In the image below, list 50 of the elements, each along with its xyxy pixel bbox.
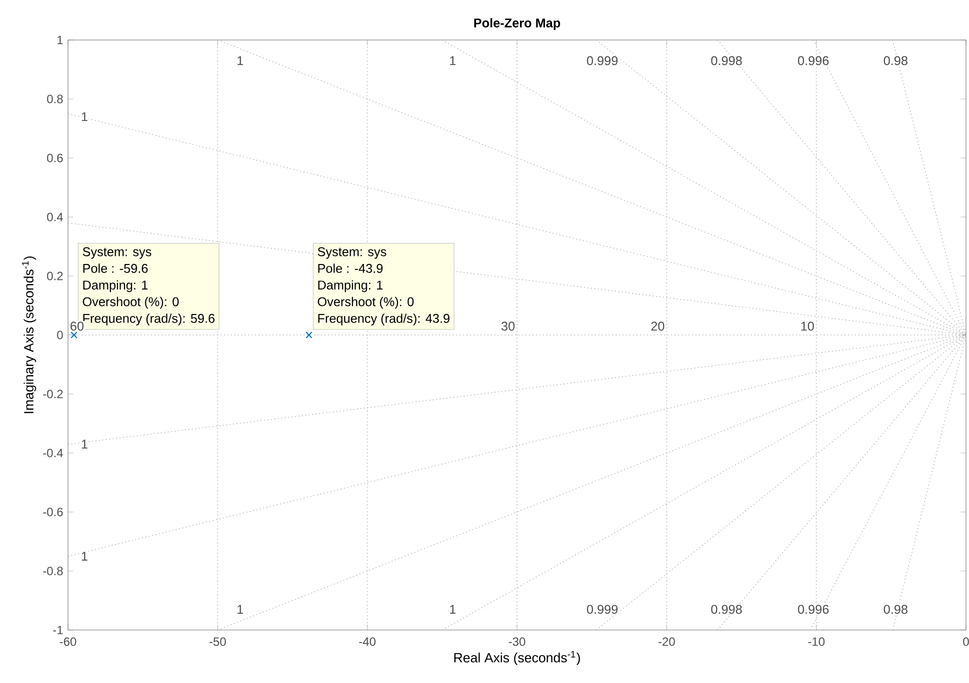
y-tick-label: 0.8 bbox=[47, 94, 63, 104]
annotation: 0.998 bbox=[711, 604, 742, 614]
annotation: System: sys bbox=[82, 247, 152, 259]
annotation: System: sys bbox=[318, 247, 386, 259]
annotation: 0.999 bbox=[586, 56, 618, 66]
x-tick-label: -40 bbox=[359, 637, 376, 646]
annotation: 60 bbox=[70, 322, 84, 331]
annotation: 1 bbox=[238, 56, 244, 66]
y-tick-label: 0.4 bbox=[47, 212, 63, 222]
x-tick-label: -50 bbox=[210, 637, 226, 646]
annotation: Overshoot (%): 0 bbox=[318, 296, 414, 309]
annotation: 0.996 bbox=[798, 56, 829, 66]
annotation: Frequency (rad/s): 43.9 bbox=[318, 314, 450, 326]
annotation: 0.999 bbox=[586, 604, 618, 614]
y-tick-label: -0.4 bbox=[43, 448, 63, 458]
y-tick-label: 1 bbox=[58, 36, 63, 44]
x-tick-label: -20 bbox=[658, 637, 675, 646]
annotation: Damping: 1 bbox=[318, 280, 383, 292]
annotation: 30 bbox=[501, 322, 515, 331]
annotation: Frequency (rad/s): 59.6 bbox=[83, 314, 215, 326]
y-tick-label: -0.6 bbox=[43, 508, 63, 516]
x-tick-label: -30 bbox=[508, 637, 526, 646]
annotation: 1 bbox=[450, 56, 456, 66]
x-axis-title: Real Axis (seconds$^{-1}$) bbox=[454, 651, 580, 666]
x-tick-label: 0 bbox=[963, 637, 969, 646]
y-tick-label: -0.8 bbox=[43, 566, 63, 576]
annotation: 10 bbox=[801, 322, 814, 331]
y-tick-label: 0 bbox=[57, 330, 63, 340]
annotation: 1 bbox=[82, 112, 88, 122]
annotation: 0.996 bbox=[798, 604, 829, 614]
annotation: 1 bbox=[82, 440, 88, 449]
annotation: 1 bbox=[238, 604, 244, 614]
y-tick-label: -1 bbox=[53, 626, 63, 634]
chart-title: Pole-Zero Map bbox=[474, 18, 560, 30]
y-tick-label: 0.2 bbox=[47, 272, 63, 280]
annotation: 1 bbox=[82, 552, 88, 561]
x-tick-label: -60 bbox=[60, 637, 76, 646]
annotation: Damping: 1 bbox=[83, 280, 148, 292]
annotation: Overshoot (%): 0 bbox=[82, 296, 179, 309]
annotation: 1 bbox=[450, 604, 456, 614]
annotation: 0.98 bbox=[884, 56, 908, 66]
annotation: 20 bbox=[651, 322, 664, 331]
annotation: Pole : -43.9 bbox=[318, 264, 383, 273]
x-tick-label: -10 bbox=[808, 637, 825, 646]
y-axis-title: Imaginary Axis (seconds$^{-1}$) bbox=[22, 256, 36, 414]
annotation: 0.998 bbox=[711, 56, 742, 66]
annotation: 0.98 bbox=[884, 604, 908, 614]
annotation: Pole : -59.6 bbox=[83, 264, 148, 273]
y-tick-label: -0.2 bbox=[43, 390, 63, 398]
y-tick-label: 0.6 bbox=[47, 154, 63, 162]
